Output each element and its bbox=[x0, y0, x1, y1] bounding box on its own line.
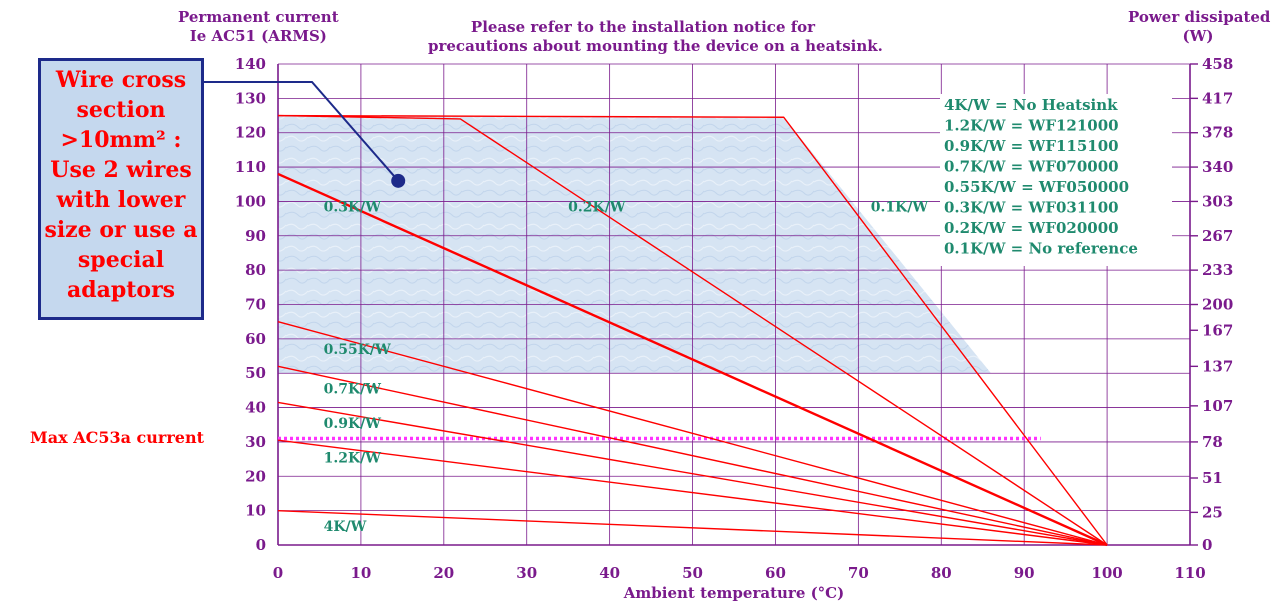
curve-0-2kperw bbox=[277, 114, 1108, 546]
y-tick-label: 0 bbox=[256, 536, 266, 554]
callout-pointer-dot bbox=[391, 173, 406, 188]
curve-label: 0.55K/W bbox=[324, 342, 391, 358]
y-tick-label: 60 bbox=[245, 330, 266, 348]
shaded-zone bbox=[278, 115, 992, 374]
x-tick-label: 110 bbox=[1174, 564, 1205, 582]
callout-line: Wire cross bbox=[55, 67, 187, 93]
curve-0-3kperw bbox=[277, 172, 1108, 547]
y-tick-label: 40 bbox=[245, 399, 266, 417]
callout-line: section bbox=[76, 97, 166, 123]
legend-entry: 0.2K/W = WF020000 bbox=[944, 219, 1119, 237]
x-tick-label: 60 bbox=[765, 564, 786, 582]
curve-label: 4K/W bbox=[324, 519, 367, 535]
callout-line: size or use a bbox=[44, 217, 198, 243]
curve-0-7kperw bbox=[277, 365, 1108, 546]
mounting-notice: Please refer to the installation notice … bbox=[428, 18, 883, 56]
x-axis-title: Ambient temperature (°C) bbox=[623, 584, 844, 602]
y2-tick-label: 267 bbox=[1202, 227, 1233, 245]
x-tick-label: 80 bbox=[931, 564, 952, 582]
y-tick-label: 50 bbox=[245, 364, 266, 382]
callout-line: Use 2 wires bbox=[50, 157, 192, 183]
callout-line: with lower bbox=[56, 187, 186, 213]
x-tick-label: 50 bbox=[682, 564, 703, 582]
curve-4kperw bbox=[277, 509, 1108, 546]
y2-tick-label: 137 bbox=[1202, 357, 1233, 375]
legend-entry: 1.2K/W = WF121000 bbox=[944, 117, 1119, 135]
y2-tick-label: 200 bbox=[1202, 296, 1233, 314]
x-tick-label: 10 bbox=[350, 564, 371, 582]
y-tick-label: 90 bbox=[245, 227, 266, 245]
y2-tick-label: 107 bbox=[1202, 397, 1233, 415]
y-axis-title: Permanent current Ie AC51 (ARMS) bbox=[178, 8, 339, 46]
y-axis-title-line1: Permanent current bbox=[178, 8, 339, 26]
x-tick-label: 40 bbox=[599, 564, 620, 582]
y-tick-label: 120 bbox=[235, 124, 266, 142]
y2-tick-label: 167 bbox=[1202, 321, 1233, 339]
y-tick-label: 140 bbox=[235, 55, 266, 73]
y2-axis-title: Power dissipated (W) bbox=[1128, 8, 1271, 46]
y-tick-label: 10 bbox=[245, 502, 266, 520]
mounting-notice-line1: Please refer to the installation notice … bbox=[470, 18, 816, 36]
y-tick-label: 110 bbox=[235, 158, 266, 176]
callout-line: >10mm² : bbox=[60, 127, 182, 153]
wire-section-callout: Wire cross section >10mm² : Use 2 wires … bbox=[38, 58, 204, 320]
legend-entry: 0.3K/W = WF031100 bbox=[944, 199, 1119, 217]
y2-tick-label: 458 bbox=[1202, 55, 1233, 73]
y-axis-title-line2: Ie AC51 (ARMS) bbox=[189, 27, 327, 45]
curve-label: 1.2K/W bbox=[324, 450, 382, 466]
y2-tick-label: 340 bbox=[1202, 158, 1233, 176]
y2-tick-label: 417 bbox=[1202, 89, 1233, 107]
x-tick-label: 20 bbox=[433, 564, 454, 582]
y2-tick-label: 78 bbox=[1202, 433, 1223, 451]
curve-label: 0.7K/W bbox=[324, 382, 382, 398]
x-tick-label: 70 bbox=[848, 564, 869, 582]
y-tick-label: 130 bbox=[235, 89, 266, 107]
curve-1-2kperw bbox=[277, 439, 1108, 546]
legend-entry: 4K/W = No Heatsink bbox=[944, 96, 1118, 114]
mounting-notice-line2: precautions about mounting the device on… bbox=[428, 37, 883, 55]
x-tick-label: 100 bbox=[1091, 564, 1122, 582]
legend-entry: 0.9K/W = WF115100 bbox=[944, 137, 1119, 155]
curve-label: 0.9K/W bbox=[324, 416, 382, 432]
legend-box bbox=[940, 94, 1172, 266]
y2-axis-title-line2: (W) bbox=[1182, 27, 1214, 45]
curve-label: 0.2K/W bbox=[568, 200, 626, 216]
y2-tick-label: 303 bbox=[1202, 192, 1233, 210]
callout-line: special bbox=[77, 247, 165, 273]
x-tick-label: 0 bbox=[273, 564, 283, 582]
x-tick-label: 90 bbox=[1014, 564, 1035, 582]
curve-0-55kperw bbox=[277, 321, 1108, 546]
y-tick-label: 20 bbox=[245, 467, 266, 485]
y2-tick-label: 0 bbox=[1202, 536, 1212, 554]
y2-tick-label: 51 bbox=[1202, 469, 1223, 487]
y2-tick-label: 25 bbox=[1202, 503, 1223, 521]
y-tick-label: 70 bbox=[245, 296, 266, 314]
curve-label: 0.1K/W bbox=[871, 200, 929, 216]
curve-label: 0.3K/W bbox=[324, 200, 382, 216]
curve-0-9kperw bbox=[277, 401, 1108, 546]
legend-entry: 0.7K/W = WF070000 bbox=[944, 158, 1119, 176]
legend-entry: 0.55K/W = WF050000 bbox=[944, 178, 1129, 196]
curve-0-1kperw bbox=[277, 114, 1108, 546]
y2-axis-title-line1: Power dissipated bbox=[1128, 8, 1271, 26]
legend-entry: 0.1K/W = No reference bbox=[944, 240, 1138, 258]
y-tick-label: 30 bbox=[245, 433, 266, 451]
y2-tick-label: 378 bbox=[1202, 124, 1233, 142]
y-tick-label: 100 bbox=[235, 192, 266, 210]
x-tick-label: 30 bbox=[516, 564, 537, 582]
callout-connector bbox=[200, 81, 399, 182]
y2-tick-label: 233 bbox=[1202, 261, 1233, 279]
callout-line: adaptors bbox=[66, 277, 176, 303]
max-ac53a-label: Max AC53a current bbox=[30, 428, 204, 447]
y-tick-label: 80 bbox=[245, 261, 266, 279]
